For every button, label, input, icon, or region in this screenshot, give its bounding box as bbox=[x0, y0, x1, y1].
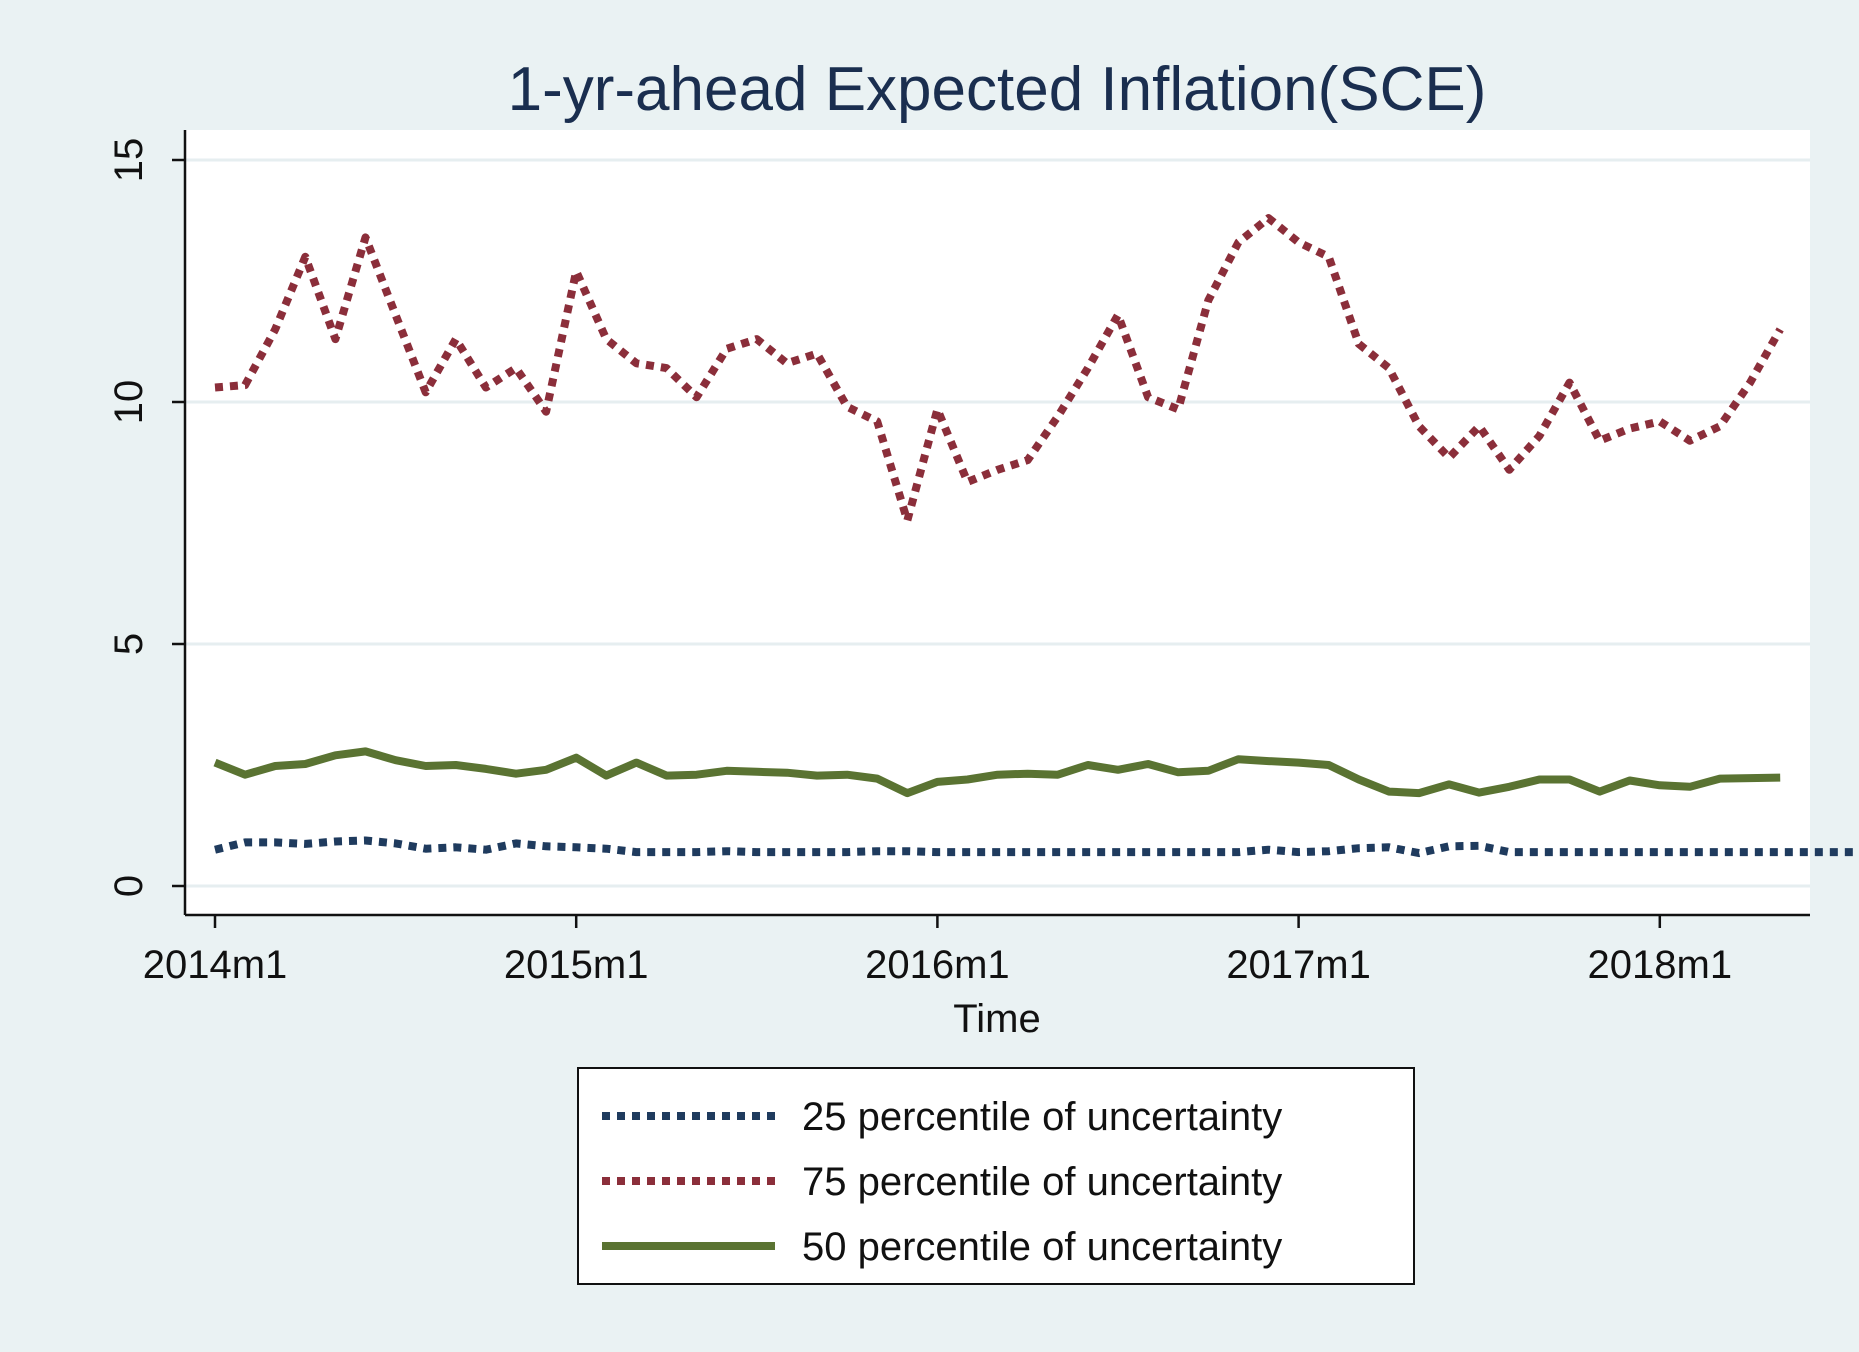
legend-label-0: 25 percentile of uncertainty bbox=[802, 1095, 1282, 1139]
legend-label-2: 50 percentile of uncertainty bbox=[802, 1225, 1282, 1269]
plot-area bbox=[185, 130, 1810, 915]
x-axis-title: Time bbox=[953, 997, 1040, 1041]
x-tick-label-1: 2015m1 bbox=[504, 943, 649, 987]
x-tick-label-2: 2016m1 bbox=[865, 943, 1010, 987]
legend-box bbox=[577, 1067, 1415, 1285]
gridlines bbox=[185, 158, 1810, 888]
y-axis-ticks: 0 5 10 15 bbox=[107, 138, 185, 897]
x-tick-label-0: 2014m1 bbox=[143, 943, 288, 987]
series-line-1 bbox=[214, 214, 1784, 525]
x-tick-label-4: 2018m1 bbox=[1588, 943, 1733, 987]
legend-label-1: 75 percentile of uncertainty bbox=[802, 1160, 1282, 1204]
series-layer bbox=[213, 214, 1859, 858]
series-line-2 bbox=[213, 747, 1781, 798]
y-tick-label-3: 15 bbox=[107, 138, 151, 183]
x-tick-label-3: 2017m1 bbox=[1226, 943, 1371, 987]
y-tick-label-2: 10 bbox=[107, 380, 151, 425]
y-tick-label-1: 5 bbox=[107, 633, 151, 655]
x-axis-ticks: 2014m1 2015m1 2016m1 2017m1 2018m1 bbox=[143, 915, 1732, 987]
y-tick-label-0: 0 bbox=[107, 875, 151, 897]
chart-title: 1-yr-ahead Expected Inflation(SCE) bbox=[508, 55, 1487, 124]
legend: 25 percentile of uncertainty 75 percentil… bbox=[577, 1067, 1415, 1285]
legend-items: 25 percentile of uncertainty 75 percentil… bbox=[602, 1095, 1282, 1269]
series-line-0 bbox=[214, 836, 1859, 858]
